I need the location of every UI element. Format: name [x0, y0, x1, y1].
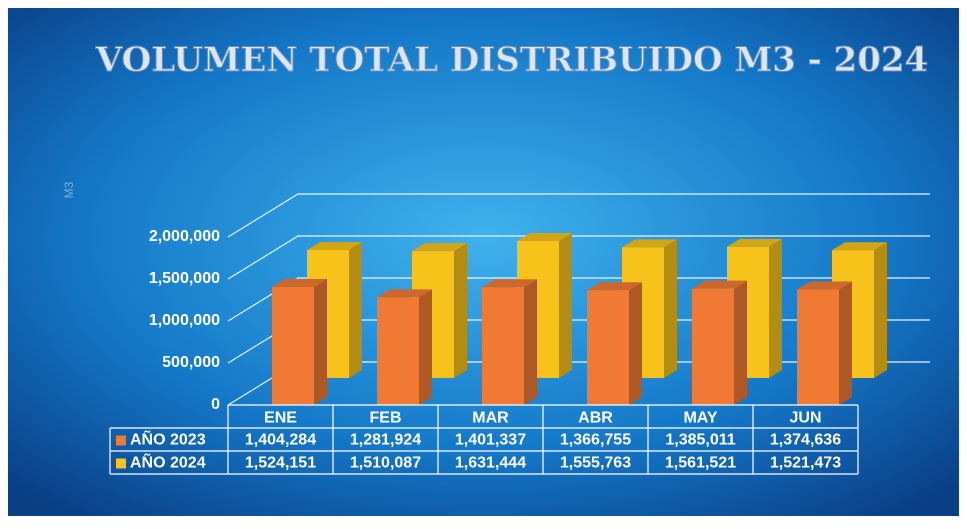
chart: VOLUMEN TOTAL DISTRIBUIDO M3 - 2024 M3 0…	[0, 0, 967, 524]
y-tick-label: 0	[211, 396, 220, 413]
x-tick-label: MAY	[683, 410, 717, 427]
legend-label: AÑO 2024	[130, 452, 206, 472]
x-tick-label: FEB	[370, 410, 402, 427]
x-tick-label: JUN	[789, 410, 821, 427]
data-cell: 1,521,473	[770, 455, 841, 472]
bar-side	[664, 239, 677, 378]
legend-swatch	[116, 436, 126, 446]
data-cell: 1,510,087	[350, 455, 421, 472]
bar-side	[314, 279, 327, 405]
x-tick-label: MAR	[472, 410, 509, 427]
bar-side	[734, 281, 747, 405]
bar-side	[454, 243, 467, 378]
y-tick-label: 500,000	[162, 354, 220, 371]
legend-swatch	[116, 459, 126, 469]
bar-side	[839, 282, 852, 405]
bar-side	[349, 242, 362, 378]
bar	[482, 287, 524, 405]
bar	[377, 297, 419, 405]
x-tick-label: ENE	[264, 410, 297, 427]
bar	[692, 289, 734, 405]
data-cell: 1,555,763	[560, 455, 631, 472]
data-cell: 1,385,011	[665, 432, 735, 449]
data-cell: 1,374,636	[770, 432, 841, 449]
y-axis-label: M3	[62, 181, 76, 198]
data-cell: 1,281,924	[350, 432, 421, 449]
data-cell: 1,561,521	[665, 455, 736, 472]
y-tick-label: 1,000,000	[149, 312, 220, 329]
bar	[272, 287, 314, 405]
legend-label: AÑO 2023	[130, 429, 206, 449]
bar-side	[419, 289, 432, 405]
bar-side	[524, 279, 537, 405]
bar-side	[769, 239, 782, 378]
y-tick-label: 2,000,000	[149, 228, 220, 245]
data-cell: 1,366,755	[560, 432, 631, 449]
bar-side	[874, 242, 887, 378]
x-tick-label: ABR	[578, 410, 613, 427]
data-cell: 1,404,284	[245, 432, 316, 449]
bar	[587, 290, 629, 405]
bar-side	[559, 233, 572, 378]
data-cell: 1,524,151	[245, 455, 316, 472]
bar	[797, 290, 839, 405]
data-cell: 1,401,337	[455, 432, 526, 449]
chart-title: VOLUMEN TOTAL DISTRIBUIDO M3 - 2024	[95, 40, 928, 80]
y-tick-label: 1,500,000	[149, 270, 220, 287]
data-cell: 1,631,444	[455, 455, 526, 472]
bar-side	[629, 282, 642, 405]
